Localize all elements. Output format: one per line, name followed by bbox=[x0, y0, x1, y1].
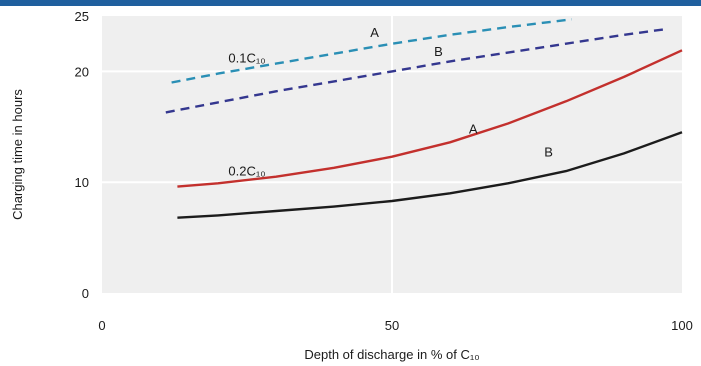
annotation-4: 0.2C₁₀ bbox=[228, 164, 265, 179]
y-tick-0: 0 bbox=[82, 286, 89, 301]
annotations: 0.1C₁₀ A B 0.2C₁₀ A B bbox=[228, 25, 553, 179]
annotation-2: A bbox=[370, 25, 379, 40]
y-axis-title: Charging time in hours bbox=[10, 89, 25, 220]
x-tick-0: 0 bbox=[98, 318, 105, 333]
top-accent-bar bbox=[0, 0, 701, 6]
series-line-2 bbox=[165, 28, 665, 114]
x-tick-50: 50 bbox=[385, 318, 399, 333]
series-layer bbox=[165, 18, 683, 219]
annotation-6: B bbox=[544, 145, 553, 160]
annotation-1: 0.1C₁₀ bbox=[228, 51, 265, 66]
annotation-5: A bbox=[469, 121, 478, 136]
y-tick-20: 20 bbox=[75, 64, 89, 79]
y-tick-25: 25 bbox=[75, 9, 89, 24]
series-line-1 bbox=[171, 18, 572, 84]
y-tick-10: 10 bbox=[75, 175, 89, 190]
tick-labels: 0 50 100 0 10 20 25 bbox=[75, 9, 693, 333]
x-axis-title: Depth of discharge in % of C₁₀ bbox=[304, 347, 479, 362]
x-tick-100: 100 bbox=[671, 318, 693, 333]
series-line-3 bbox=[177, 49, 683, 188]
annotation-3: B bbox=[434, 44, 443, 59]
series-line-4 bbox=[177, 131, 683, 219]
